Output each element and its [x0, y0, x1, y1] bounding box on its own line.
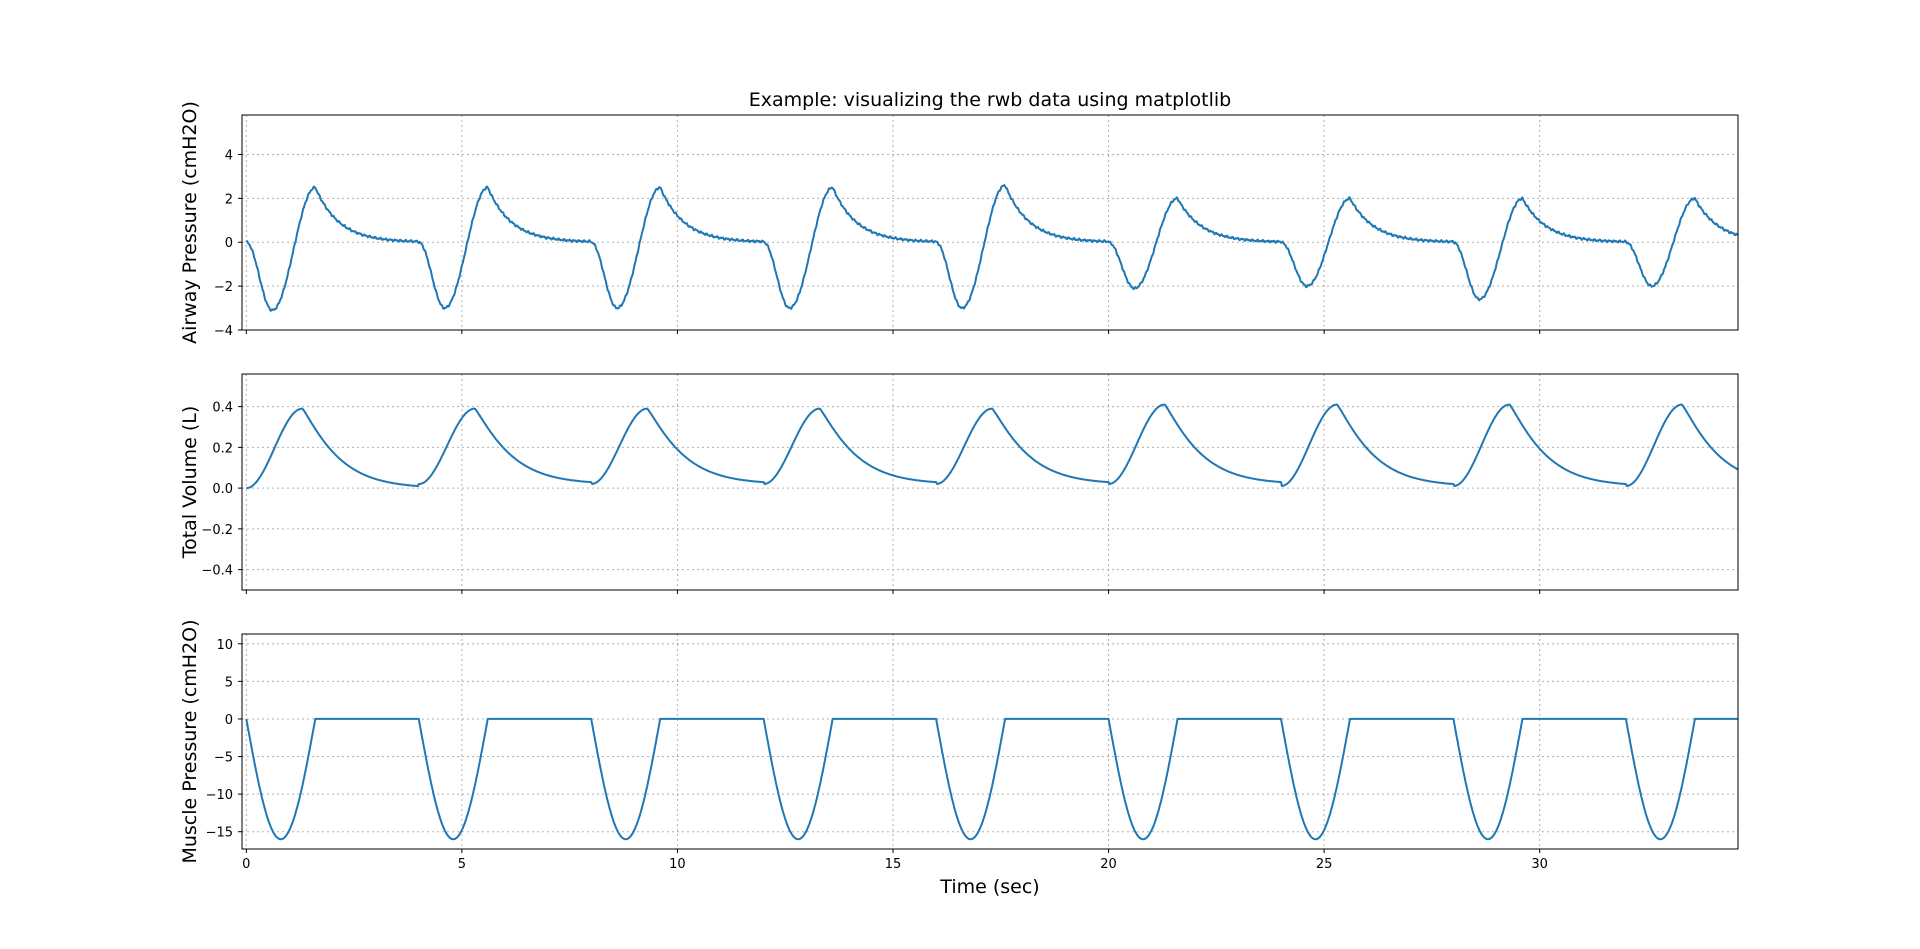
y-tick-label: −15: [206, 826, 233, 841]
y-tick-label: −2: [214, 280, 233, 295]
axes-frame: [241, 114, 1739, 331]
chart-title: Example: visualizing the rwb data using …: [749, 89, 1231, 111]
x-axis-label: Time (sec): [939, 876, 1039, 898]
x-tick-label: 15: [885, 857, 902, 872]
y-tick-label: −5: [214, 751, 233, 766]
y-tick-label: 0: [225, 236, 233, 251]
airway-pressure-panel: −4 −2 0 2 4 Airway Pressure (cmH2O): [179, 101, 1739, 344]
y-tick-label: 0.0: [212, 482, 233, 497]
series-line: [246, 403, 1739, 490]
x-tick-label: 25: [1316, 857, 1333, 872]
y-tick-label: 5: [225, 675, 233, 690]
y-tick-label: −10: [206, 788, 233, 803]
total-volume-panel: −0.4 −0.2 0.0 0.2 0.4 Total Volume (L): [179, 373, 1739, 594]
y-tick-label: −0.2: [201, 523, 233, 538]
series-line: [245, 184, 1739, 312]
x-tick-label: 5: [458, 857, 466, 872]
x-tick-label: 10: [669, 857, 686, 872]
y-axis-label: Airway Pressure (cmH2O): [179, 101, 201, 344]
muscle-pressure-panel: 0 5 10 15 20 25 30 −15 −10 −5 0 5 10 Muscle Pressure …: [179, 619, 1739, 872]
y-axis-label: Total Volume (L): [179, 406, 201, 560]
x-tick-label: 0: [242, 857, 250, 872]
axes-frame: [241, 373, 1739, 591]
y-tick-label: 10: [216, 638, 233, 653]
series-line: [245, 717, 1739, 841]
axes-frame: [241, 633, 1739, 850]
y-tick-label: 2: [225, 192, 233, 207]
y-tick-label: 4: [225, 148, 233, 163]
y-tick-label: −4: [214, 324, 233, 339]
y-tick-label: 0.2: [212, 441, 233, 456]
y-axis-label: Muscle Pressure (cmH2O): [179, 619, 201, 863]
x-tick-label: 30: [1531, 857, 1548, 872]
y-tick-label: 0: [225, 713, 233, 728]
y-tick-label: 0.4: [212, 401, 233, 416]
x-tick-label: 20: [1100, 857, 1117, 872]
y-tick-label: −0.4: [201, 564, 233, 579]
